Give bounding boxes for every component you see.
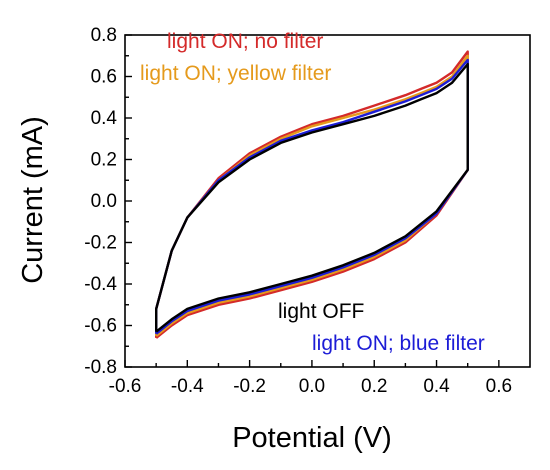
x-tick-label: -0.6 xyxy=(109,376,142,397)
y-tick-label: -0.6 xyxy=(84,316,117,337)
x-tick-label: 0.4 xyxy=(423,376,450,397)
series-line-3 xyxy=(154,62,469,333)
y-tick-label: 0.2 xyxy=(91,150,117,171)
y-tick-label: 0.4 xyxy=(91,108,118,129)
y-tick-label: -0.4 xyxy=(84,274,117,295)
x-tick-label: 0.2 xyxy=(361,376,387,397)
annotation-yellow-filter: light ON; yellow filter xyxy=(140,62,331,85)
x-axis-label: Potential (V) xyxy=(232,422,392,454)
annotation-blue-filter: light ON; blue filter xyxy=(312,332,485,355)
x-tick-label: -0.4 xyxy=(171,376,204,397)
annotation-no-filter: light ON; no filter xyxy=(167,30,323,53)
y-axis-label: Current (mA) xyxy=(17,116,49,284)
axes-layer: -0.6 -0.4 -0.2 0.0 0.2 0.4 0.6-0.8-0.6-0.4-0.2… xyxy=(84,25,512,397)
y-tick-label: 0.6 xyxy=(91,67,117,88)
x-tick-label: 0.6 xyxy=(486,376,512,397)
y-tick-label: -0.2 xyxy=(84,233,117,254)
annotation-light-off: light OFF xyxy=(278,300,364,323)
series-line-2 xyxy=(154,58,469,335)
series-line-0 xyxy=(154,50,469,339)
series-layer xyxy=(154,50,469,339)
x-tick-label: -0.2 xyxy=(233,376,266,397)
x-tick-label: 0.0 xyxy=(299,376,325,397)
y-tick-label: 0.8 xyxy=(91,25,117,46)
y-tick-label: -0.8 xyxy=(84,357,117,378)
y-tick-label: 0.0 xyxy=(91,191,117,212)
series-line-1 xyxy=(154,54,469,337)
